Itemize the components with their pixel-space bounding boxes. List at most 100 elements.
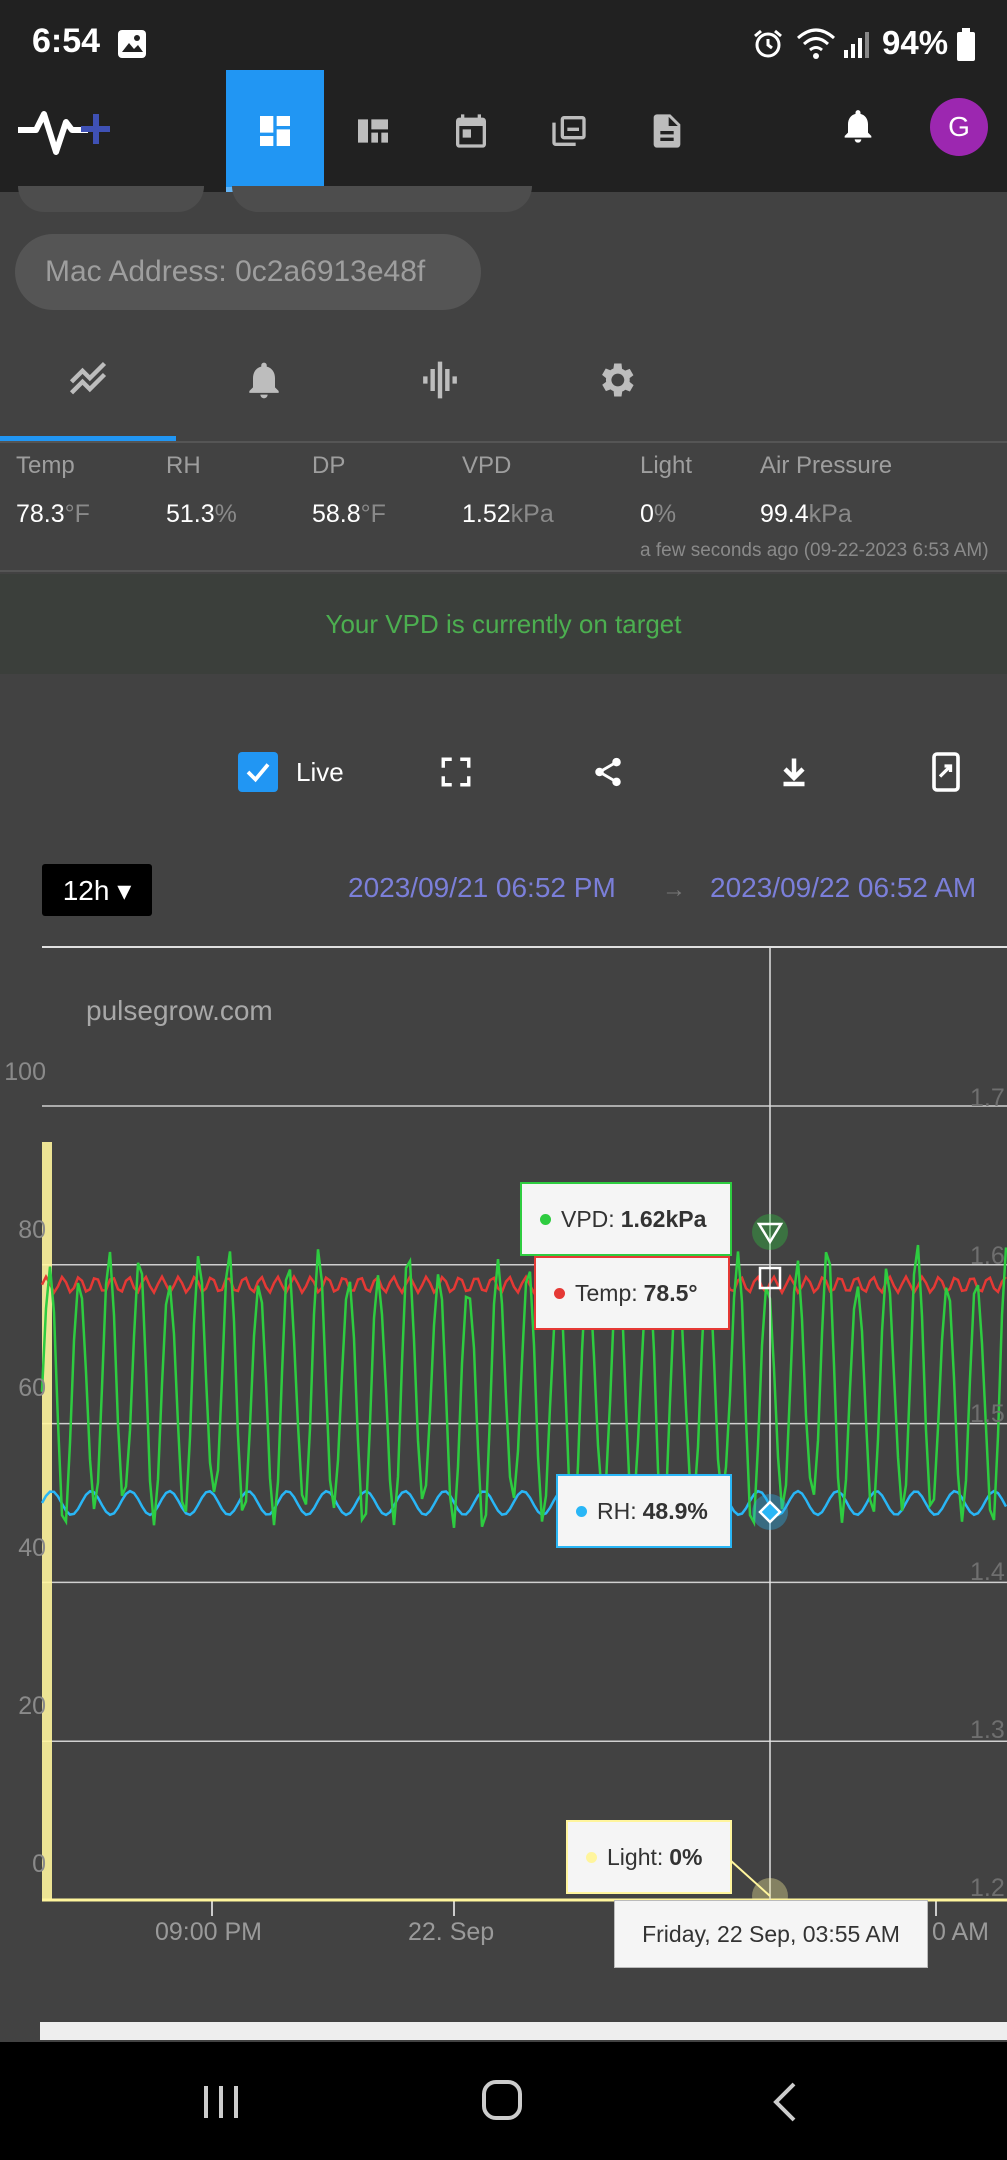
fullscreen-button[interactable]: [434, 740, 478, 804]
y-tick-left: 80: [18, 1216, 46, 1244]
gallery-icon: [552, 116, 586, 146]
download-button[interactable]: [772, 740, 816, 804]
rh-dot: [576, 1505, 587, 1517]
y-tick-right: 1.5: [970, 1400, 1005, 1428]
chart-watermark: pulsegrow.com: [86, 995, 273, 1026]
period-select[interactable]: 12h ▾: [42, 864, 152, 916]
tab-charts[interactable]: [0, 320, 176, 440]
app-bar: [0, 70, 1007, 192]
metric-value-vpd: 1.52kPa: [462, 500, 554, 528]
temp-dot: [554, 1287, 565, 1299]
device-chip: [18, 186, 204, 212]
x-tick: 22. Sep: [408, 1918, 495, 1946]
metric-label-temp: Temp: [16, 452, 75, 479]
vpd-series-line: [40, 1244, 1007, 1537]
metric-label-rh: RH: [166, 452, 201, 479]
recent-apps-icon[interactable]: [196, 2082, 246, 2122]
export-button[interactable]: [924, 740, 968, 804]
dashboard-icon: [260, 116, 290, 146]
temp-tooltip-label: Temp:: [575, 1279, 638, 1306]
metric-value-rh: 51.3%: [166, 500, 237, 528]
vpd-tooltip-label: VPD:: [561, 1205, 615, 1232]
download-icon: [783, 758, 805, 787]
temp-tooltip-value: 78.5°: [643, 1279, 698, 1306]
nav-calendar[interactable]: [422, 70, 520, 192]
fullscreen-icon: [441, 757, 471, 787]
y-tick-left: 0: [32, 1850, 46, 1878]
light-tooltip-label: Light:: [607, 1843, 664, 1870]
tab-settings[interactable]: [528, 320, 704, 440]
share-button[interactable]: [586, 740, 630, 804]
y-tick-right: 1.4: [970, 1558, 1005, 1586]
metric-value-light: 0%: [640, 500, 677, 528]
y-tick-left: 40: [18, 1534, 46, 1562]
last-updated: a few seconds ago (09-22-2023 6:53 AM): [640, 540, 989, 561]
vpd-tooltip: VPD: 1.62kPa: [520, 1182, 732, 1256]
vpd-status-text: Your VPD is currently on target: [325, 608, 682, 639]
range-end-date[interactable]: 2023/09/22 06:52 AM: [710, 872, 977, 903]
vpd-marker-halo: [752, 1214, 788, 1250]
nav-documents[interactable]: [618, 70, 716, 192]
x-tick: 09:00 PM: [155, 1918, 263, 1946]
divider: [0, 441, 1007, 443]
nav-gallery[interactable]: [520, 70, 618, 192]
range-start-date[interactable]: 2023/09/21 06:52 PM: [348, 872, 616, 903]
light-tooltip: Light: 0%: [566, 1820, 732, 1894]
range-arrow: →: [662, 876, 686, 903]
light-tooltip-value: 0%: [669, 1843, 703, 1870]
battery-icon: [957, 28, 975, 61]
layout-icon: [358, 119, 388, 143]
share-icon: [595, 757, 621, 787]
tab-sensors[interactable]: [352, 320, 528, 440]
export-icon: [932, 752, 960, 792]
y-tick-right: 1.3: [970, 1716, 1005, 1744]
x-tick: 0 AM: [932, 1918, 989, 1946]
signal-icon: [844, 32, 869, 58]
metric-label-vpd: VPD: [462, 452, 512, 479]
system-nav-bar: [0, 2042, 1007, 2160]
light-dot: [586, 1851, 597, 1863]
temp-marker: [758, 1266, 782, 1290]
checkbox-checked-icon[interactable]: [238, 752, 278, 792]
chart-icon: [69, 361, 107, 395]
vpd-status-banner: Your VPD is currently on target: [0, 574, 1007, 674]
gallery-notification-icon: [118, 30, 146, 58]
pulse-logo-icon[interactable]: [18, 100, 110, 160]
y-tick-right: 1.6: [970, 1242, 1005, 1270]
avatar[interactable]: G: [930, 98, 988, 156]
back-icon[interactable]: [768, 2080, 802, 2124]
vpd-dot: [540, 1213, 551, 1225]
metric-label-dp: DP: [312, 452, 346, 479]
y-tick-left: 20: [18, 1692, 46, 1720]
metric-label-light: Light: [640, 452, 693, 479]
y-tick-right: 1.2: [970, 1874, 1005, 1902]
chart-plot[interactable]: [0, 940, 1007, 2040]
mac-address-chip: Mac Address: 0c2a6913e48f: [15, 234, 481, 310]
nav-layout[interactable]: [324, 70, 422, 192]
wifi-icon: [797, 28, 835, 59]
y-tick-left: 100: [4, 1058, 46, 1086]
metric-value-dp: 58.8°F: [312, 500, 386, 528]
rh-tooltip-label: RH:: [597, 1497, 637, 1524]
time-tooltip: Friday, 22 Sep, 03:55 AM: [614, 1900, 928, 1968]
metric-label-air-pressure: Air Pressure: [760, 452, 893, 479]
live-toggle[interactable]: Live: [238, 740, 344, 804]
light-series-bar: [42, 1142, 52, 1900]
metric-value-temp: 78.3°F: [16, 500, 90, 528]
temp-series-line: [40, 1274, 1007, 1296]
rh-tooltip: RH: 48.9%: [556, 1474, 732, 1548]
tab-alarms[interactable]: [176, 320, 352, 440]
temp-tooltip: Temp: 78.5°: [534, 1256, 730, 1330]
alarm-icon: [754, 29, 782, 58]
divider: [0, 570, 1007, 572]
range-navigator[interactable]: [40, 2022, 1007, 2040]
metric-value-air-pressure: 99.4kPa: [760, 500, 852, 528]
light-tooltip-connector: [729, 1859, 771, 1897]
bell-icon[interactable]: [838, 104, 878, 148]
rh-marker: [758, 1500, 782, 1524]
nav-dashboard[interactable]: [226, 70, 324, 192]
tab-indicator: [0, 436, 176, 441]
calendar-icon: [456, 114, 486, 148]
home-icon[interactable]: [480, 2078, 524, 2122]
vpd-marker: [756, 1222, 784, 1245]
